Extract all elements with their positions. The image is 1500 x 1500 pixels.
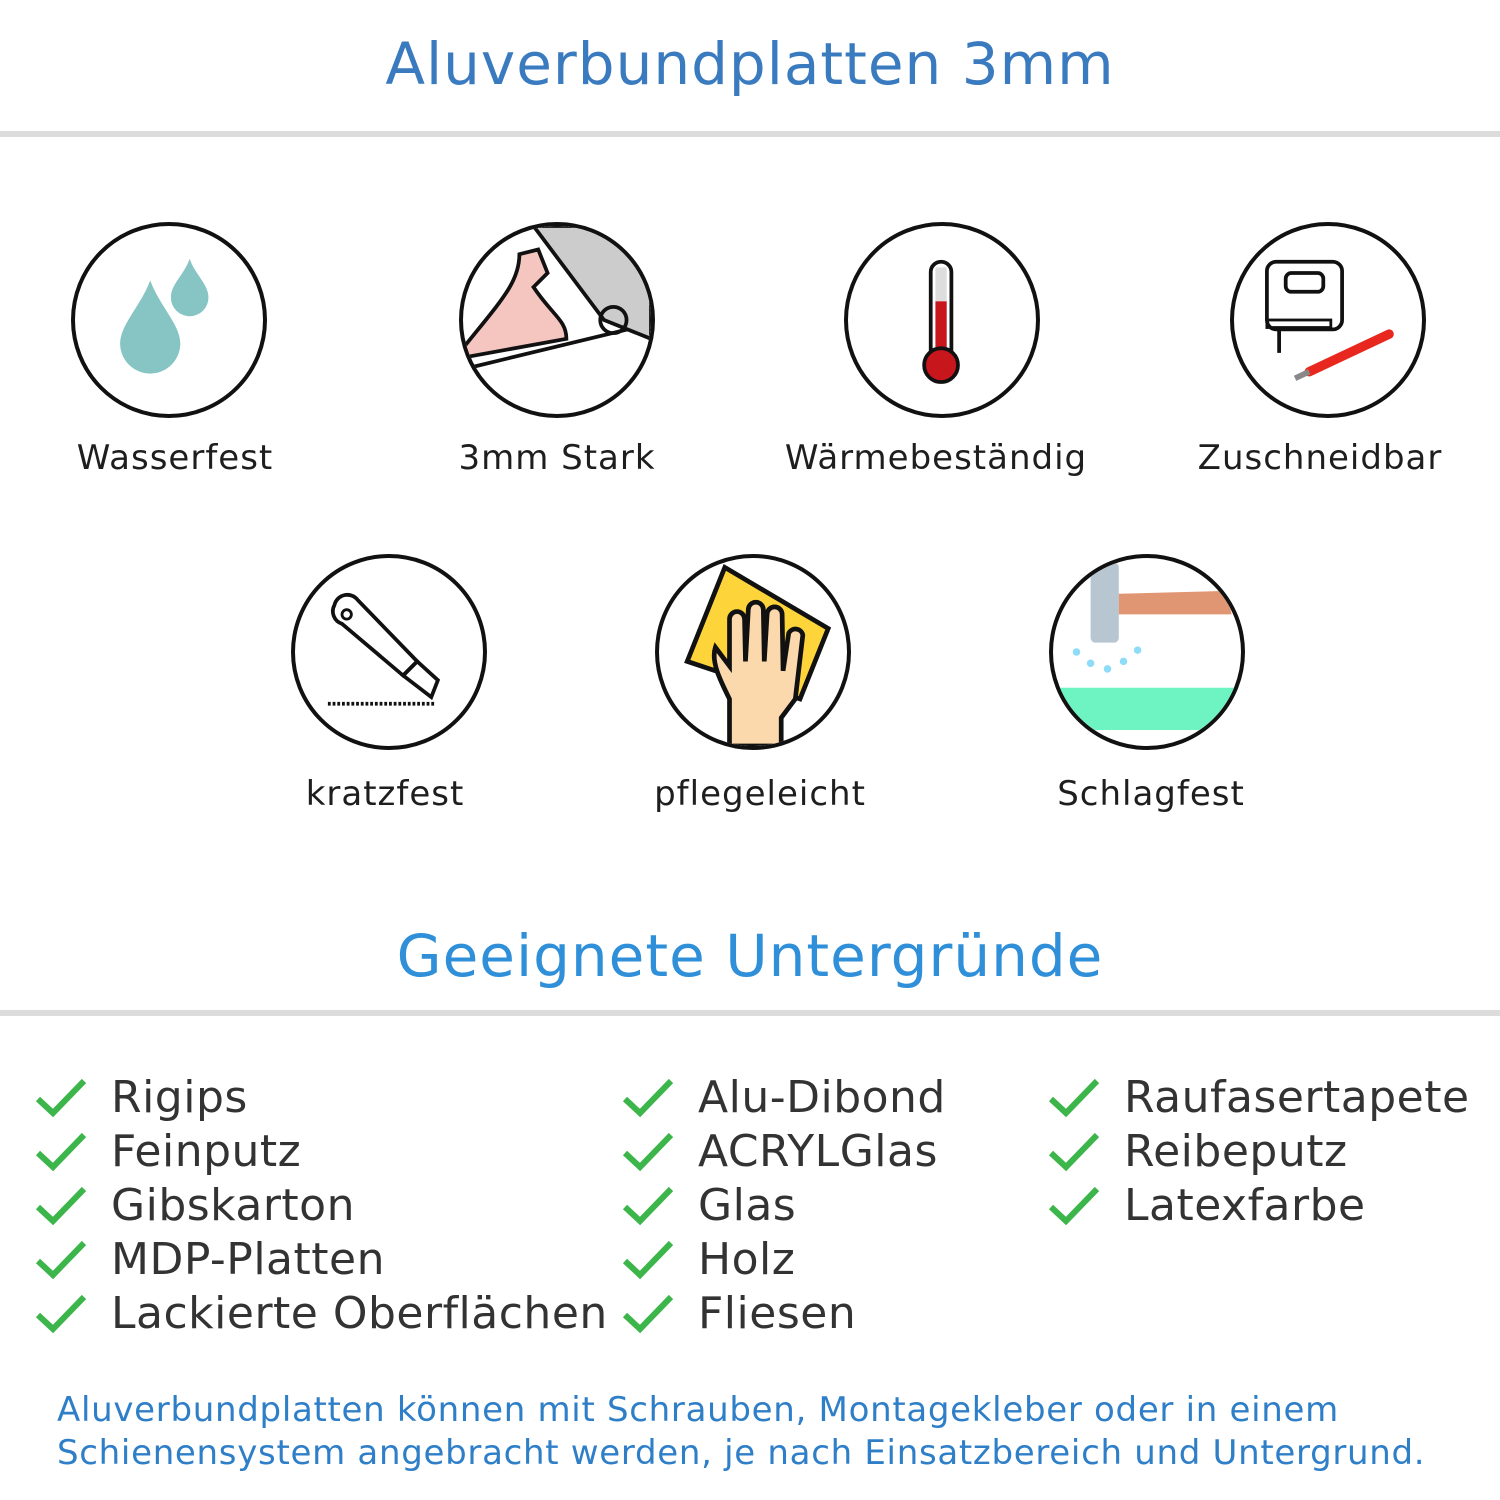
checkmark-icon [35, 1186, 87, 1226]
surface-label: Rigips [111, 1071, 248, 1123]
feature-label-pflegeleicht: pflegeleicht [654, 774, 866, 814]
page-title: Aluverbundplatten 3mm [385, 30, 1115, 98]
thermometer-icon [844, 222, 1040, 418]
feature-label-wasserfest: Wasserfest [76, 438, 274, 478]
surface-item: Glas [622, 1178, 946, 1232]
surface-label: Raufasertapete [1124, 1071, 1470, 1123]
footer-line-1: Aluverbundplatten können mit Schrauben, … [57, 1390, 1339, 1430]
footer-line-2: Schienensystem angebracht werden, je nac… [57, 1433, 1426, 1473]
surface-label: Reibeputz [1124, 1125, 1348, 1177]
surface-label: MDP-Platten [111, 1233, 385, 1285]
divider [0, 131, 1500, 137]
feature-label-waermebestaendig: Wärmebeständig [784, 438, 1088, 478]
surface-item: Reibeputz [1048, 1124, 1470, 1178]
strong-arm-icon [459, 222, 655, 418]
checkmark-icon [1048, 1132, 1100, 1172]
checkmark-icon [622, 1132, 674, 1172]
surface-item: Fliesen [622, 1286, 946, 1340]
water-drops-icon [71, 222, 267, 418]
checkmark-icon [622, 1186, 674, 1226]
surface-label: Holz [698, 1233, 796, 1285]
hammer-icon [1049, 554, 1245, 750]
surface-item: Latexfarbe [1048, 1178, 1470, 1232]
cleaning-hand-icon [655, 554, 851, 750]
jigsaw-cutter-icon [1230, 222, 1426, 418]
surface-list-col1: Rigips Feinputz Gibskarton MDP-Platten Lacki… [35, 1070, 608, 1340]
surface-label: Gibskarton [111, 1179, 355, 1231]
feature-label-3mm-stark: 3mm Stark [458, 438, 656, 478]
surface-item: Rigips [35, 1070, 608, 1124]
surface-item: ACRYLGlas [622, 1124, 946, 1178]
checkmark-icon [35, 1078, 87, 1118]
checkmark-icon [35, 1132, 87, 1172]
surface-label: Feinputz [111, 1125, 302, 1177]
divider [0, 1010, 1500, 1016]
surface-label: ACRYLGlas [698, 1125, 938, 1177]
box-cutter-icon [291, 554, 487, 750]
surface-list-col2: Alu-Dibond ACRYLGlas Glas Holz Fliesen [622, 1070, 946, 1340]
surface-item: Feinputz [35, 1124, 608, 1178]
surface-label: Latexfarbe [1124, 1179, 1366, 1231]
surface-item: Gibskarton [35, 1178, 608, 1232]
feature-label-kratzfest: kratzfest [305, 774, 465, 814]
surface-item: Raufasertapete [1048, 1070, 1470, 1124]
checkmark-icon [622, 1078, 674, 1118]
surface-item: MDP-Platten [35, 1232, 608, 1286]
surface-item: Alu-Dibond [622, 1070, 946, 1124]
checkmark-icon [1048, 1078, 1100, 1118]
surface-list-col3: Raufasertapete Reibeputz Latexfarbe [1048, 1070, 1470, 1232]
checkmark-icon [622, 1294, 674, 1334]
surface-label: Fliesen [698, 1287, 857, 1339]
surface-item: Lackierte Oberflächen [35, 1286, 608, 1340]
feature-label-zuschneidbar: Zuschneidbar [1197, 438, 1443, 478]
section-title: Geeignete Untergründe [396, 922, 1104, 990]
checkmark-icon [35, 1294, 87, 1334]
checkmark-icon [35, 1240, 87, 1280]
feature-label-schlagfest: Schlagfest [1057, 774, 1245, 814]
surface-label: Lackierte Oberflächen [111, 1287, 608, 1339]
checkmark-icon [1048, 1186, 1100, 1226]
surface-item: Holz [622, 1232, 946, 1286]
surface-label: Alu-Dibond [698, 1071, 946, 1123]
checkmark-icon [622, 1240, 674, 1280]
surface-label: Glas [698, 1179, 797, 1231]
